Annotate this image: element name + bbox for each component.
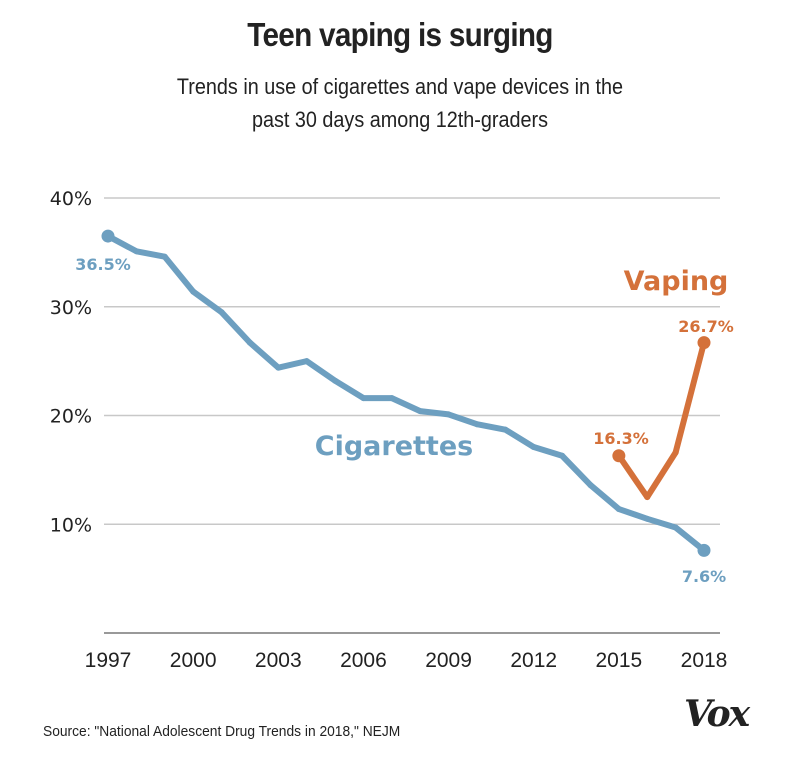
y-tick-label: 40% [50, 188, 92, 210]
vaping-line [615, 339, 707, 501]
vaping-start-label: 16.3% [593, 429, 649, 448]
cigarettes-point [672, 524, 679, 531]
gridlines [104, 197, 720, 634]
cigarettes-point [190, 288, 197, 295]
x-tick-label: 2000 [170, 649, 217, 672]
cigarettes-start-label: 36.5% [75, 255, 131, 274]
cigarettes-series-label: Cigarettes [315, 431, 473, 462]
x-tick-label: 2018 [681, 649, 728, 672]
vaping-point [612, 449, 626, 463]
cigarettes-point [502, 426, 509, 433]
cigarettes-point [615, 506, 622, 513]
chart-subtitle: Trends in use of cigarettes and vape dev… [176, 74, 624, 132]
cigarettes-line [105, 233, 707, 554]
cigarettes-point [161, 253, 168, 260]
x-tick-label: 2012 [510, 649, 557, 672]
vaping-point [672, 449, 679, 456]
cigarettes-point [530, 444, 537, 451]
y-tick-label: 10% [50, 514, 92, 536]
vaping-point [697, 336, 711, 350]
cigarettes-point [303, 358, 310, 365]
cigarettes-point [275, 364, 282, 371]
series-lines [101, 229, 711, 557]
cigarettes-point [246, 339, 253, 346]
chart-title: Teen vaping is surging [247, 16, 553, 53]
series-labels: 36.5% 7.6% Cigarettes 16.3% 26.7% Vaping [75, 255, 734, 586]
cigarettes-point [587, 482, 594, 489]
x-axis-ticks: 1997 2000 2003 2006 2009 2012 2015 2018 [85, 649, 728, 672]
x-tick-label: 2015 [595, 649, 642, 672]
cigarettes-point [101, 229, 115, 243]
y-axis-ticks: 40% 30% 20% 10% [50, 188, 92, 536]
cigarettes-point [697, 543, 711, 557]
y-tick-label: 30% [50, 297, 92, 319]
vaping-end-label: 26.7% [678, 317, 734, 336]
x-tick-label: 2006 [340, 649, 387, 672]
cigarettes-point [332, 377, 339, 384]
source-note: Source: "National Adolescent Drug Trends… [43, 723, 401, 740]
y-tick-label: 20% [50, 406, 92, 428]
vaping-point [644, 494, 651, 501]
x-tick-label: 2009 [425, 649, 472, 672]
cigarettes-point [360, 395, 367, 402]
x-tick-label: 1997 [85, 649, 132, 672]
cigarettes-point [218, 309, 225, 316]
cigarettes-end-label: 7.6% [682, 567, 726, 586]
vox-logo: Vox [684, 693, 750, 735]
vaping-series-label: Vaping [624, 266, 729, 297]
cigarettes-point [417, 408, 424, 415]
cigarettes-point [644, 515, 651, 522]
cigarettes-point [473, 421, 480, 428]
cigarettes-point [559, 452, 566, 459]
cigarettes-point [133, 248, 140, 255]
cigarettes-point [388, 395, 395, 402]
x-tick-label: 2003 [255, 649, 302, 672]
cigarettes-point [445, 411, 452, 418]
